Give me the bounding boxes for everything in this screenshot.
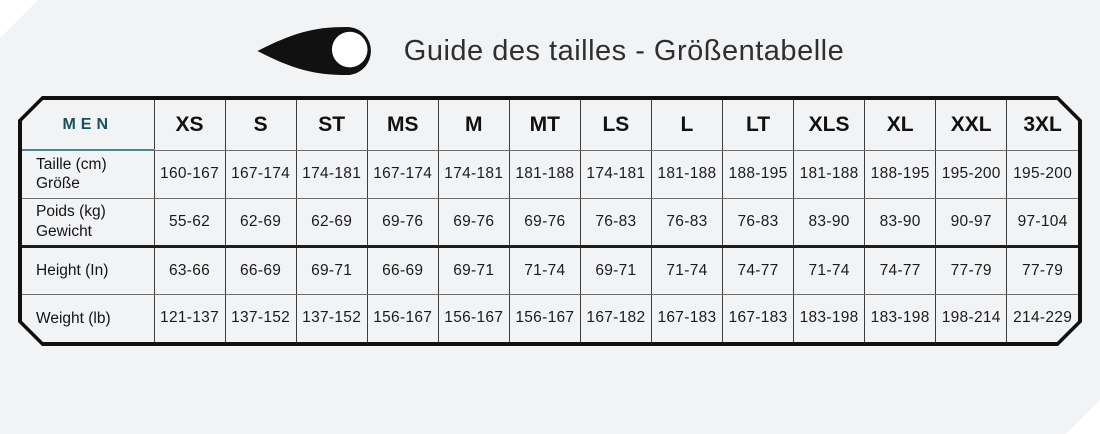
size-cell: 195-200 (936, 150, 1007, 198)
size-cell: 62-69 (296, 198, 367, 246)
size-cell: 137-152 (225, 294, 296, 342)
size-cell: 55-62 (154, 198, 225, 246)
header: Guide des tailles - Größentabelle (0, 0, 1100, 96)
size-cell: 66-69 (225, 246, 296, 294)
table-row-weight-lb: Weight (lb) 121-137 137-152 137-152 156-… (22, 294, 1078, 342)
size-cell: 121-137 (154, 294, 225, 342)
page-title: Guide des tailles - Größentabelle (403, 34, 845, 67)
size-cell: 77-79 (1007, 246, 1078, 294)
size-header-st: ST (296, 100, 367, 150)
table-row-height-in: Height (In) 63-66 66-69 69-71 66-69 69-7… (22, 246, 1078, 294)
size-cell: 69-71 (438, 246, 509, 294)
size-cell: 188-195 (723, 150, 794, 198)
size-cell: 83-90 (794, 198, 865, 246)
size-cell: 181-188 (794, 150, 865, 198)
row-label-line2: Größe (36, 175, 80, 193)
size-table-inner: MEN XS S ST MS M MT LS L LT XLS XL XXL 3… (22, 100, 1078, 342)
size-cell: 74-77 (723, 246, 794, 294)
size-header-row: MEN XS S ST MS M MT LS L LT XLS XL XXL 3… (22, 100, 1078, 150)
table-row-height-cm: Taille (cm) Größe 160-167 167-174 174-18… (22, 150, 1078, 198)
size-cell: 214-229 (1013, 309, 1073, 327)
size-cell: 174-181 (296, 150, 367, 198)
size-cell: 181-188 (509, 150, 580, 198)
size-header-s: S (225, 100, 296, 150)
size-cell: 137-152 (296, 294, 367, 342)
row-label-line2: Gewicht (36, 222, 92, 240)
size-cell: 97-104 (1007, 198, 1078, 246)
size-cell: 83-90 (865, 198, 936, 246)
size-cell: 74-77 (865, 246, 936, 294)
size-cell: 69-71 (580, 246, 651, 294)
size-cell: 174-181 (580, 150, 651, 198)
size-cell: 181-188 (651, 150, 722, 198)
size-cell: 167-174 (225, 150, 296, 198)
row-label-height-in: Height (In) (22, 246, 154, 294)
size-header-ls: LS (580, 100, 651, 150)
size-header-m: M (438, 100, 509, 150)
size-cell: 66-69 (367, 246, 438, 294)
row-label-line1: Height (In) (36, 261, 109, 279)
row-label-line1: Taille (cm) (36, 155, 107, 173)
size-header-ms: MS (367, 100, 438, 150)
size-cell: 167-183 (723, 294, 794, 342)
size-header-xs: XS (154, 100, 225, 150)
row-label-height-cm: Taille (cm) Größe (22, 150, 154, 198)
size-header-lt: LT (723, 100, 794, 150)
size-cell: 76-83 (651, 198, 722, 246)
size-cell: 160-167 (154, 150, 225, 198)
size-table-border: MEN XS S ST MS M MT LS L LT XLS XL XXL 3… (18, 96, 1082, 346)
size-cell: 76-83 (580, 198, 651, 246)
size-cell: 183-198 (865, 294, 936, 342)
size-cell: 69-76 (438, 198, 509, 246)
size-cell: 62-69 (225, 198, 296, 246)
size-cell: 174-181 (438, 150, 509, 198)
row-label-weight-kg: Poids (kg) Gewicht (22, 198, 154, 246)
size-cell: 76-83 (723, 198, 794, 246)
size-cell: 167-183 (651, 294, 722, 342)
row-label-line1: Poids (kg) (36, 203, 106, 221)
size-cell: 183-198 (794, 294, 865, 342)
size-cell: 69-76 (509, 198, 580, 246)
size-cell: 90-97 (936, 198, 1007, 246)
size-cell: 167-182 (580, 294, 651, 342)
row-label-line1: Weight (lb) (36, 309, 111, 327)
table-row-weight-kg: Poids (kg) Gewicht 55-62 62-69 62-69 69-… (22, 198, 1078, 246)
size-cell: 198-214 (936, 294, 1007, 342)
size-header-xls: XLS (794, 100, 865, 150)
size-cell: 156-167 (509, 294, 580, 342)
size-cell: 71-74 (651, 246, 722, 294)
size-header-mt: MT (509, 100, 580, 150)
men-group-label: MEN (22, 100, 154, 150)
size-cell: 69-76 (367, 198, 438, 246)
size-header-xl: XL (865, 100, 936, 150)
size-cell: 188-195 (865, 150, 936, 198)
size-cell: 156-167 (367, 294, 438, 342)
size-table: MEN XS S ST MS M MT LS L LT XLS XL XXL 3… (22, 100, 1078, 342)
size-cell: 77-79 (936, 246, 1007, 294)
size-cell: 156-167 (438, 294, 509, 342)
row-label-weight-lb: Weight (lb) (22, 294, 154, 342)
size-cell: 69-71 (296, 246, 367, 294)
size-header-xxl: XXL (936, 100, 1007, 150)
size-cell: 167-174 (367, 150, 438, 198)
size-cell: 71-74 (509, 246, 580, 294)
size-cell: 63-66 (154, 246, 225, 294)
size-header-3xl: 3XL (1007, 100, 1078, 150)
size-header-l: L (651, 100, 722, 150)
size-cell: 195-200 (1007, 150, 1078, 198)
size-cell: 71-74 (794, 246, 865, 294)
brand-comet-logo-icon (256, 26, 380, 76)
